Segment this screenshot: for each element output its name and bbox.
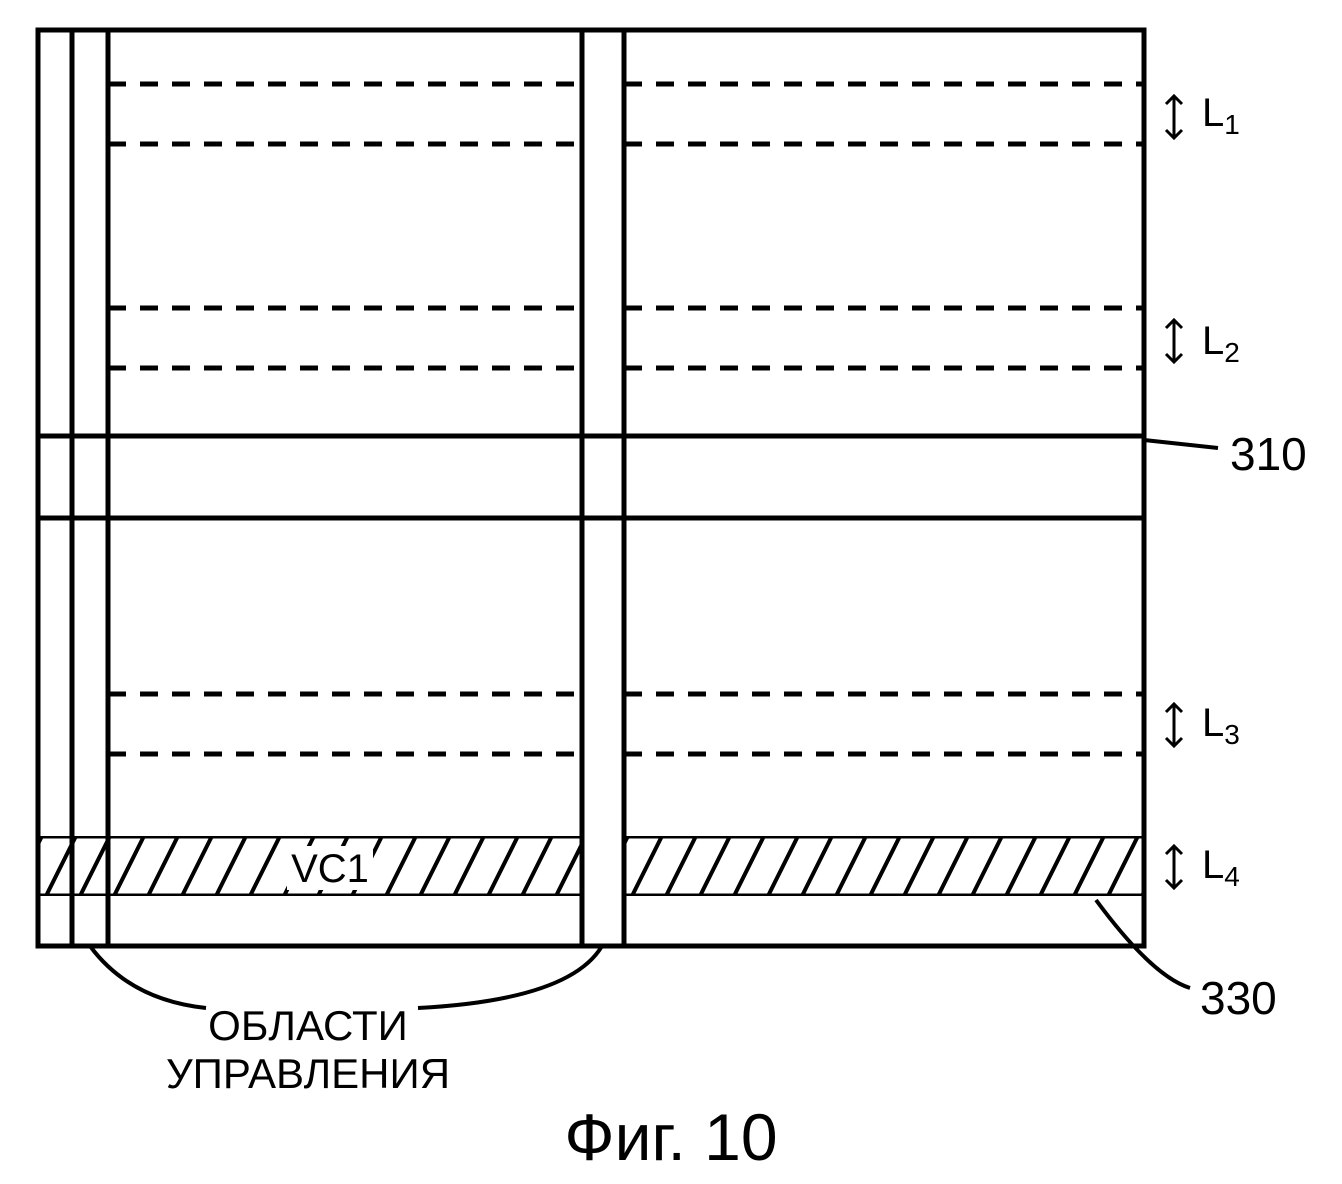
vc-label: VC1 <box>291 847 369 891</box>
control-regions-label: УПРАВЛЕНИЯ <box>166 1050 450 1097</box>
control-regions-label: ОБЛАСТИ <box>208 1002 408 1049</box>
figure-caption: Фиг. 10 <box>564 1100 777 1174</box>
reference-label: 330 <box>1200 972 1277 1024</box>
reference-label: 310 <box>1230 428 1307 480</box>
